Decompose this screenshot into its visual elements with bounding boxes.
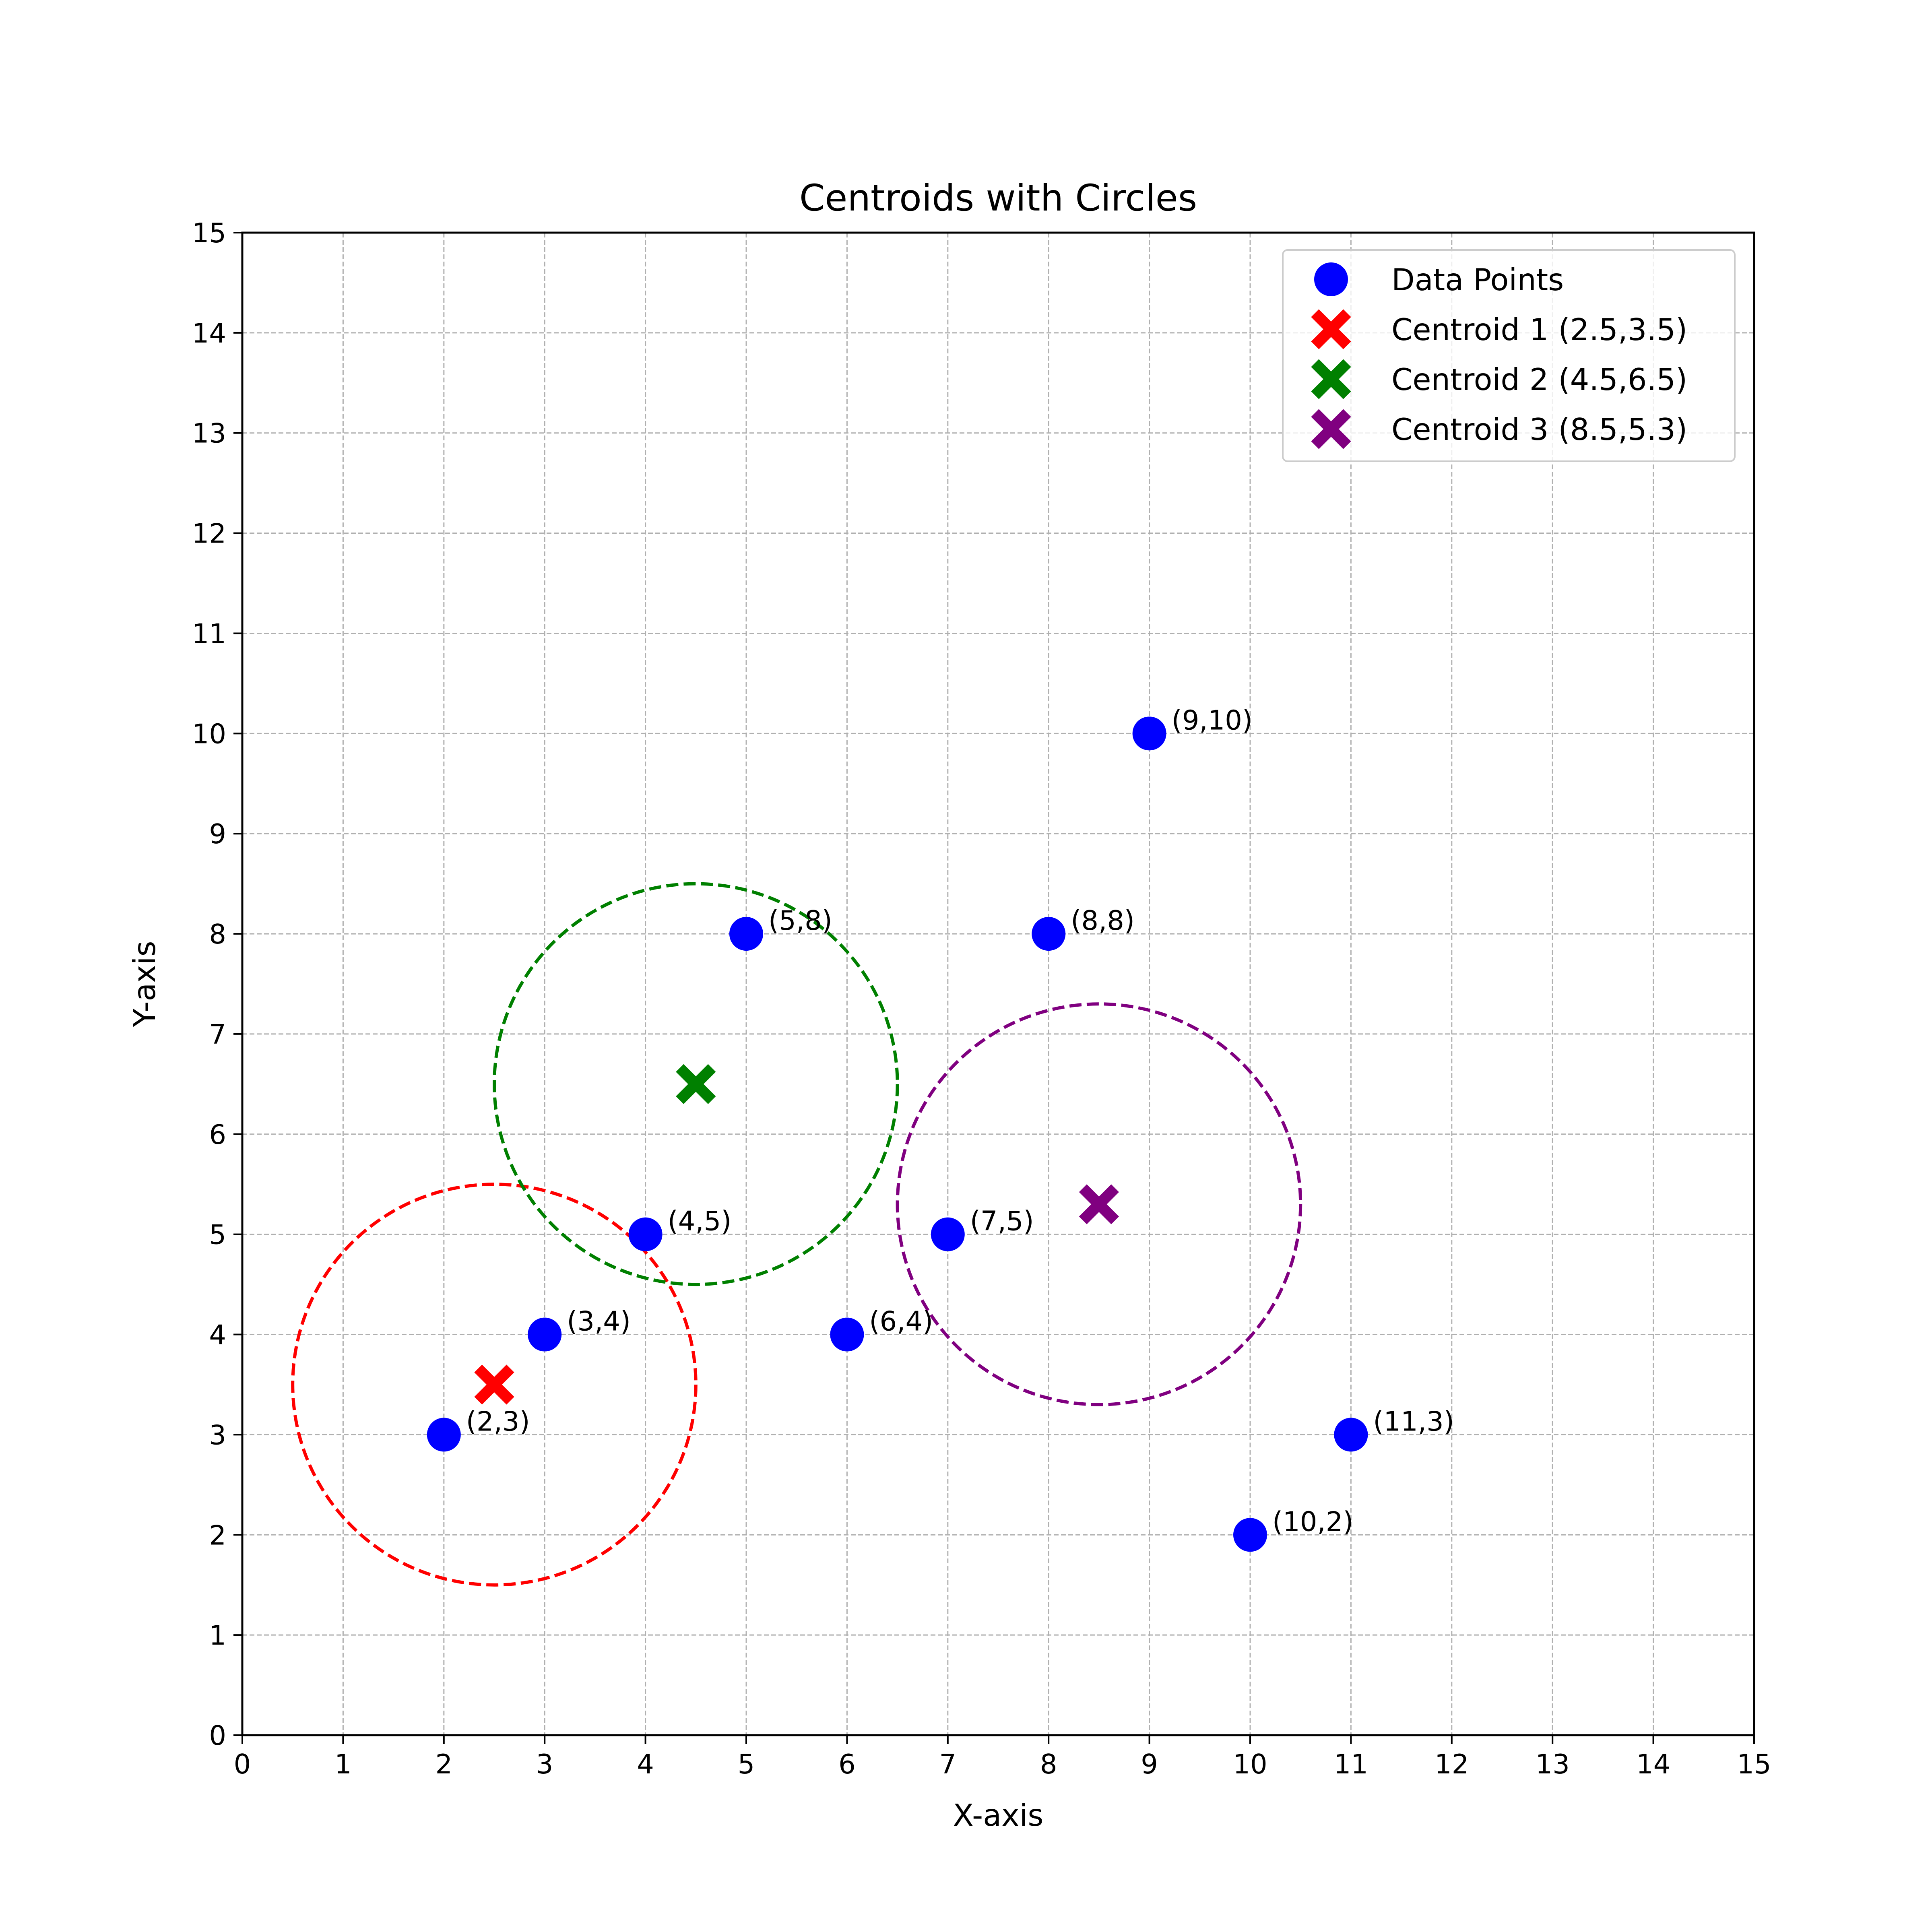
data-point (1334, 1418, 1368, 1452)
data-point (427, 1418, 461, 1452)
chart-title: Centroids with Circles (799, 177, 1197, 219)
x-tick-label: 14 (1636, 1748, 1670, 1780)
y-tick-label: 9 (209, 818, 226, 850)
legend-entry-label: Centroid 1 (2.5,3.5) (1391, 312, 1687, 347)
data-point-label: (2,3) (466, 1406, 530, 1437)
x-tick-label: 0 (234, 1748, 251, 1780)
data-point (1032, 917, 1066, 951)
data-point (931, 1217, 965, 1251)
x-tick-label: 5 (738, 1748, 755, 1780)
y-tick-label: 1 (209, 1620, 226, 1651)
y-tick-label: 3 (209, 1419, 226, 1451)
legend-box (1282, 249, 1736, 462)
y-tick-label: 8 (209, 919, 226, 950)
x-tick-label: 13 (1536, 1748, 1570, 1780)
x-tick-label: 7 (939, 1748, 956, 1780)
data-point (528, 1317, 562, 1352)
legend-entry-label: Data Points (1391, 262, 1564, 297)
y-axis-label: Y-axis (127, 941, 162, 1027)
data-point (1132, 716, 1166, 751)
x-tick-label: 10 (1233, 1748, 1267, 1780)
data-point (628, 1217, 663, 1251)
legend-marker-centroid (1311, 309, 1351, 349)
x-tick-label: 3 (536, 1748, 553, 1780)
centroid-marker (676, 1064, 716, 1104)
y-tick-label: 6 (209, 1119, 226, 1150)
y-tick-label: 5 (209, 1219, 226, 1251)
x-tick-label: 15 (1737, 1748, 1771, 1780)
legend-entry-label: Centroid 3 (8.5,5.3) (1391, 412, 1687, 447)
x-tick-label: 11 (1334, 1748, 1368, 1780)
data-point-label: (9,10) (1172, 704, 1253, 736)
data-points (427, 716, 1368, 1552)
centroid-marker (474, 1364, 514, 1405)
y-tick-label: 15 (192, 217, 226, 249)
x-tick-label: 1 (334, 1748, 352, 1780)
axis-ticks: 0 1 2 3 4 5 6 7 8 9 10 11 12 13 14 15012345678910111213… (192, 217, 1771, 1780)
x-tick-label: 2 (435, 1748, 452, 1780)
data-point-label: (10,2) (1272, 1506, 1353, 1537)
x-tick-label: 6 (838, 1748, 856, 1780)
plot-frame (241, 231, 1755, 1736)
legend-marker-centroid (1311, 359, 1351, 399)
legend: Data Points Centroid 1 (2.5,3.5) Centroid … (1282, 249, 1736, 462)
data-point-label: (4,5) (668, 1205, 732, 1237)
y-tick-label: 11 (192, 618, 226, 649)
data-point-label: (7,5) (970, 1205, 1034, 1237)
data-point-labels: (2,3) (3,4) (4,5) (5,8) (6,4) (7,5) (8,8) (9,10… (466, 704, 1454, 1537)
centroid-marker (1079, 1184, 1119, 1224)
x-tick-label: 8 (1040, 1748, 1057, 1780)
y-tick-label: 12 (192, 518, 226, 549)
data-point (729, 917, 763, 951)
y-tick-label: 4 (209, 1319, 226, 1351)
y-tick-label: 7 (209, 1019, 226, 1050)
data-point-label: (5,8) (768, 905, 832, 936)
x-axis-label: X-axis (953, 1798, 1044, 1833)
data-point-label: (8,8) (1071, 905, 1135, 936)
data-point-label: (11,3) (1373, 1406, 1454, 1437)
data-point-label: (6,4) (869, 1306, 933, 1337)
y-tick-label: 10 (192, 718, 226, 749)
x-tick-label: 4 (637, 1748, 654, 1780)
y-tick-label: 2 (209, 1519, 226, 1551)
y-tick-label: 0 (209, 1720, 226, 1751)
y-tick-label: 13 (192, 418, 226, 449)
legend-marker-data-points (1314, 262, 1348, 296)
data-point (830, 1317, 864, 1352)
centroid-circle (493, 882, 899, 1286)
data-point (1233, 1518, 1267, 1552)
legend-entry-label: Centroid 2 (4.5,6.5) (1391, 362, 1687, 397)
legend-marker-centroid (1311, 409, 1351, 449)
centroid-markers (474, 1064, 1119, 1405)
y-tick-label: 14 (192, 318, 226, 349)
centroid-circles (291, 882, 1302, 1587)
x-tick-label: 9 (1141, 1748, 1158, 1780)
x-tick-label: 12 (1435, 1748, 1469, 1780)
data-point-label: (3,4) (567, 1306, 631, 1337)
centroid-circle (291, 1183, 698, 1587)
centroid-circle (896, 1002, 1302, 1406)
